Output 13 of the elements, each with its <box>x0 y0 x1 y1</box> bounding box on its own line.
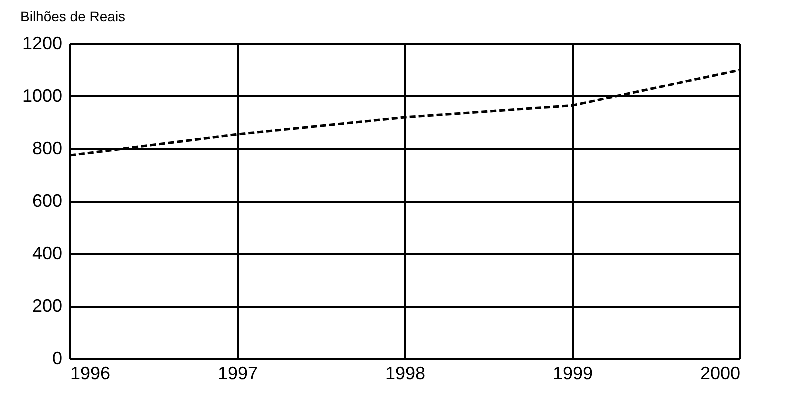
y-tick-label: 1200 <box>22 34 62 54</box>
x-tick-label: 1997 <box>218 364 258 384</box>
x-tick-label: 2000 <box>700 364 740 384</box>
y-tick-label: 200 <box>32 296 62 316</box>
x-tick-label: 1998 <box>385 364 426 384</box>
y-tick-label: 800 <box>32 138 62 158</box>
x-tick-label: 1999 <box>552 364 594 384</box>
y-tick-label: 0 <box>52 348 62 368</box>
y-tick-label: 400 <box>32 244 62 264</box>
y-axis-title: Bilhões de Reais <box>20 8 126 24</box>
x-tick-label: 1996 <box>70 364 111 384</box>
y-tick-label: 1000 <box>22 86 62 106</box>
y-tick-label: 600 <box>32 191 62 211</box>
